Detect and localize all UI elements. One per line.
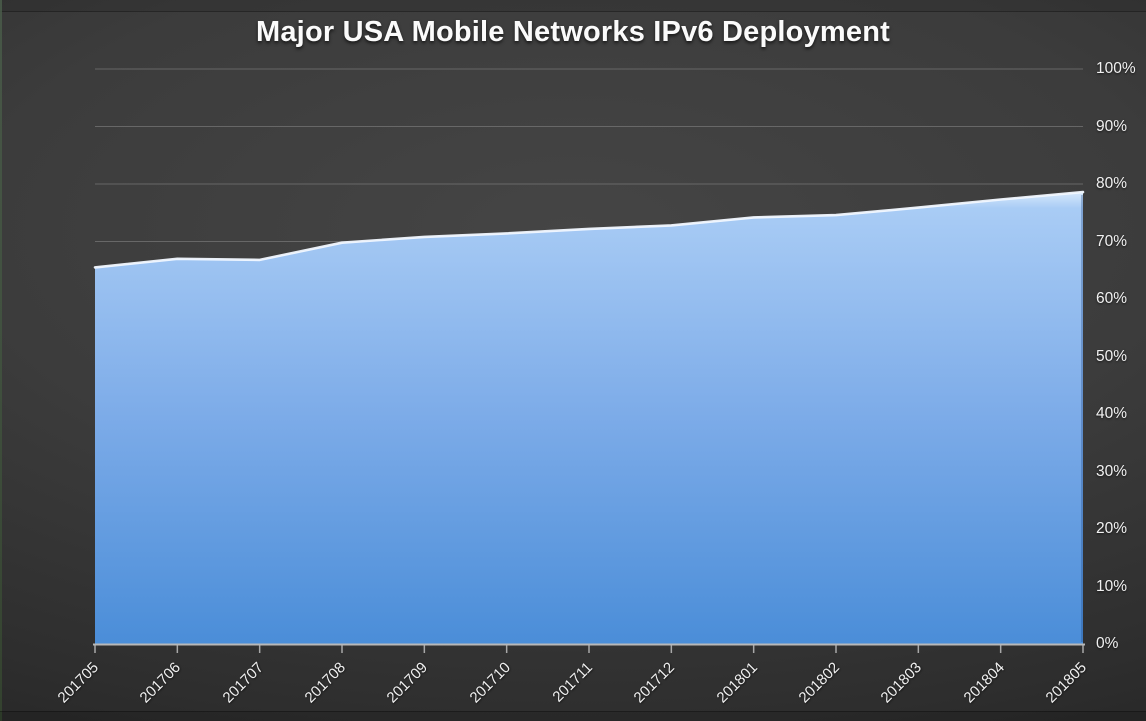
y-axis-label: 100% [1096,60,1136,77]
bottom-edge-band [0,711,1146,721]
y-axis-label: 30% [1096,462,1128,480]
y-axis-label: 20% [1096,520,1128,537]
y-axis-label: 90% [1096,117,1128,135]
left-edge-line [0,0,2,721]
top-edge-band [0,0,1146,12]
series-edge-highlight [93,190,1085,269]
y-axis-label: 50% [1096,347,1128,365]
y-axis-label: 0% [1096,635,1119,652]
y-axis-label: 40% [1096,405,1128,422]
y-axis-label: 60% [1096,290,1128,307]
y-axis-label: 80% [1096,175,1128,192]
y-axis-label: 10% [1096,577,1128,595]
chart-title: Major USA Mobile Networks IPv6 Deploymen… [256,16,890,48]
y-axis-label: 70% [1096,232,1128,250]
area-series [95,192,1083,644]
